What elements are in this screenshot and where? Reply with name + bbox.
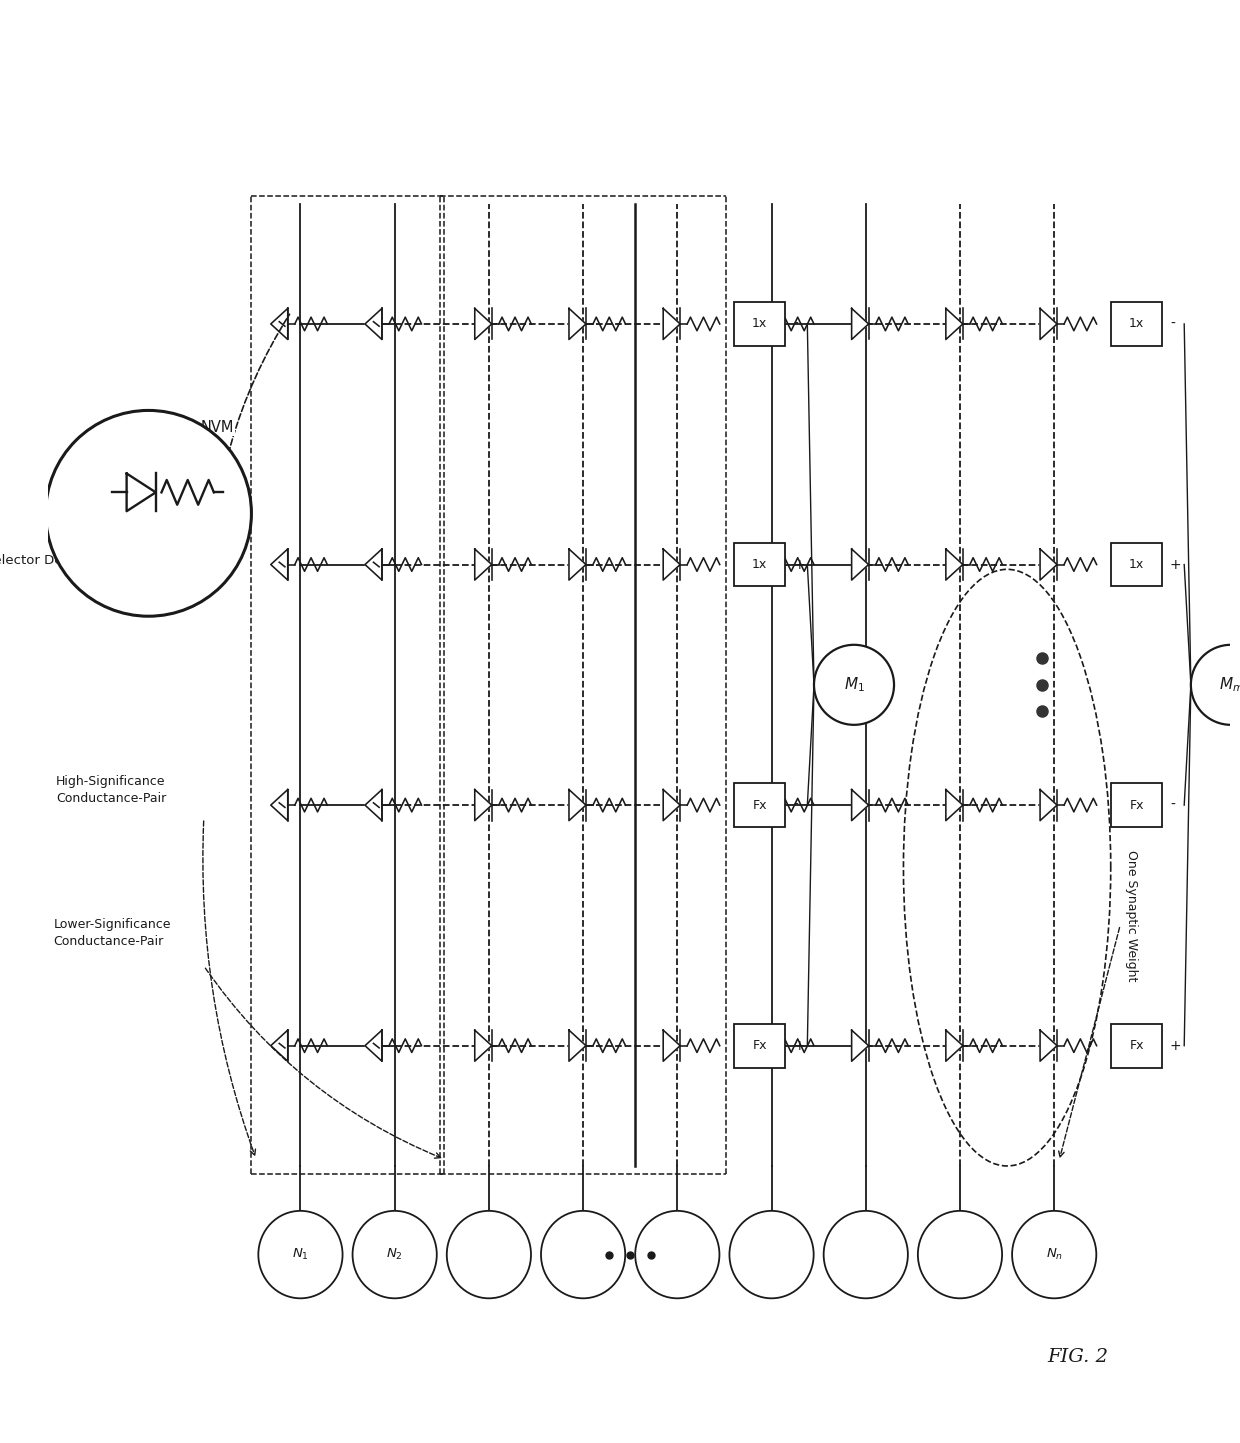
Ellipse shape [258,1211,342,1299]
Polygon shape [365,309,382,339]
Text: NVM: NVM [201,420,234,436]
Polygon shape [946,309,962,339]
Text: +: + [794,1039,805,1053]
Polygon shape [270,309,288,339]
Polygon shape [569,548,587,580]
Text: $M_1$: $M_1$ [843,675,864,694]
Polygon shape [758,1030,774,1061]
Text: +: + [1169,1039,1182,1053]
Text: -: - [794,317,797,330]
FancyBboxPatch shape [734,1023,785,1068]
Text: $N_1$: $N_1$ [291,1247,309,1263]
Polygon shape [852,548,868,580]
Polygon shape [126,473,156,511]
Polygon shape [270,789,288,821]
Polygon shape [852,789,868,821]
Polygon shape [758,548,774,580]
Polygon shape [475,548,492,580]
Polygon shape [569,1030,587,1061]
Polygon shape [663,548,681,580]
Polygon shape [475,789,492,821]
Ellipse shape [1012,1211,1096,1299]
Polygon shape [569,309,587,339]
FancyBboxPatch shape [734,784,785,827]
Polygon shape [663,789,681,821]
Text: $M_m$: $M_m$ [1219,675,1240,694]
Text: 1x: 1x [1128,558,1145,571]
Polygon shape [475,309,492,339]
Polygon shape [663,309,681,339]
Text: Fx: Fx [1130,1039,1143,1052]
Text: +: + [1169,557,1182,571]
Ellipse shape [635,1211,719,1299]
Text: 1x: 1x [753,317,768,330]
Text: -: - [1169,317,1174,330]
Polygon shape [1040,1030,1056,1061]
Text: Fx: Fx [753,1039,766,1052]
Polygon shape [946,548,962,580]
Polygon shape [365,1030,382,1061]
FancyBboxPatch shape [1111,1023,1162,1068]
Polygon shape [946,1030,962,1061]
FancyBboxPatch shape [1111,302,1162,346]
Text: +: + [794,557,805,571]
Text: 1x: 1x [1128,317,1145,330]
Text: FIG. 2: FIG. 2 [1047,1348,1109,1365]
Text: One Synaptic Weight: One Synaptic Weight [1125,850,1138,981]
Ellipse shape [823,1211,908,1299]
FancyBboxPatch shape [1111,784,1162,827]
Text: Selector Device: Selector Device [0,554,89,567]
Text: High-Significance
Conductance-Pair: High-Significance Conductance-Pair [56,775,166,805]
Text: Fx: Fx [1130,798,1143,811]
Polygon shape [758,789,774,821]
Ellipse shape [918,1211,1002,1299]
Polygon shape [663,1030,681,1061]
Text: Fx: Fx [753,798,766,811]
Polygon shape [946,789,962,821]
Text: 1x: 1x [753,558,768,571]
Polygon shape [1040,309,1056,339]
Polygon shape [365,548,382,580]
Text: -: - [1169,798,1174,812]
Polygon shape [852,309,868,339]
Polygon shape [365,789,382,821]
Text: Lower-Significance
Conductance-Pair: Lower-Significance Conductance-Pair [53,918,171,948]
Circle shape [1190,645,1240,724]
Polygon shape [569,789,587,821]
Polygon shape [1040,548,1056,580]
FancyBboxPatch shape [1111,543,1162,586]
Ellipse shape [352,1211,436,1299]
Circle shape [813,645,894,724]
FancyBboxPatch shape [734,543,785,586]
Ellipse shape [729,1211,813,1299]
Polygon shape [1040,789,1056,821]
Polygon shape [475,1030,492,1061]
Circle shape [46,410,252,616]
Polygon shape [270,548,288,580]
Text: -: - [794,798,797,812]
Polygon shape [270,1030,288,1061]
Text: $N_2$: $N_2$ [386,1247,403,1263]
Ellipse shape [446,1211,531,1299]
Text: $N_n$: $N_n$ [1045,1247,1063,1263]
Polygon shape [852,1030,868,1061]
Ellipse shape [541,1211,625,1299]
FancyBboxPatch shape [734,302,785,346]
Polygon shape [758,309,774,339]
